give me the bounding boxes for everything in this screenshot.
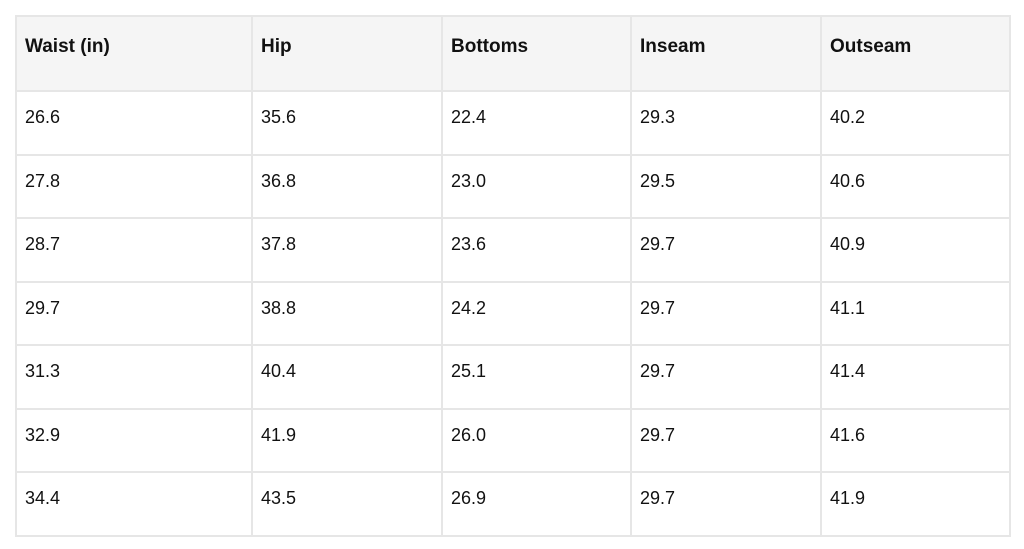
size-table: Waist (in) Hip Bottoms Inseam Outseam 26.6 35…: [15, 15, 1011, 537]
table-cell: 28.7: [15, 217, 253, 283]
table-cell: 27.8: [15, 153, 253, 219]
table-cell: 24.2: [441, 280, 632, 346]
table-row: 26.6 35.6 22.4 29.3 40.2: [15, 90, 1011, 156]
table-cell: 41.9: [251, 407, 443, 473]
table-body: 26.6 35.6 22.4 29.3 40.2 27.8 36.8 23.0 29.5 40.6…: [15, 90, 1011, 537]
table-cell: 37.8: [251, 217, 443, 283]
header-cell: Outseam: [820, 15, 1011, 92]
table-cell: 41.6: [820, 407, 1011, 473]
table-cell: 38.8: [251, 280, 443, 346]
header-cell: Hip: [251, 15, 443, 92]
table-cell: 31.3: [15, 344, 253, 410]
table-row: 29.7 38.8 24.2 29.7 41.1: [15, 280, 1011, 346]
table-cell: 36.8: [251, 153, 443, 219]
header-row: Waist (in) Hip Bottoms Inseam Outseam: [15, 15, 1011, 92]
table-cell: 40.2: [820, 90, 1011, 156]
table-cell: 29.7: [630, 280, 822, 346]
table-cell: 40.9: [820, 217, 1011, 283]
table-cell: 41.9: [820, 471, 1011, 537]
table-cell: 22.4: [441, 90, 632, 156]
table-cell: 34.4: [15, 471, 253, 537]
table-cell: 40.6: [820, 153, 1011, 219]
table-cell: 26.9: [441, 471, 632, 537]
table-row: 28.7 37.8 23.6 29.7 40.9: [15, 217, 1011, 283]
table-cell: 23.0: [441, 153, 632, 219]
header-cell: Waist (in): [15, 15, 253, 92]
table-cell: 26.6: [15, 90, 253, 156]
table-cell: 35.6: [251, 90, 443, 156]
table-row: 34.4 43.5 26.9 29.7 41.9: [15, 471, 1011, 537]
header-cell: Inseam: [630, 15, 822, 92]
table-cell: 25.1: [441, 344, 632, 410]
table-cell: 29.7: [630, 344, 822, 410]
header-cell: Bottoms: [441, 15, 632, 92]
table-cell: 29.7: [630, 407, 822, 473]
table-cell: 29.7: [15, 280, 253, 346]
table-cell: 40.4: [251, 344, 443, 410]
table-cell: 43.5: [251, 471, 443, 537]
table-row: 31.3 40.4 25.1 29.7 41.4: [15, 344, 1011, 410]
table-cell: 29.7: [630, 217, 822, 283]
table-cell: 29.7: [630, 471, 822, 537]
table-cell: 41.4: [820, 344, 1011, 410]
table-cell: 23.6: [441, 217, 632, 283]
table-cell: 32.9: [15, 407, 253, 473]
table-cell: 29.3: [630, 90, 822, 156]
table-row: 27.8 36.8 23.0 29.5 40.6: [15, 153, 1011, 219]
table-cell: 29.5: [630, 153, 822, 219]
table-cell: 26.0: [441, 407, 632, 473]
table-cell: 41.1: [820, 280, 1011, 346]
table-row: 32.9 41.9 26.0 29.7 41.6: [15, 407, 1011, 473]
